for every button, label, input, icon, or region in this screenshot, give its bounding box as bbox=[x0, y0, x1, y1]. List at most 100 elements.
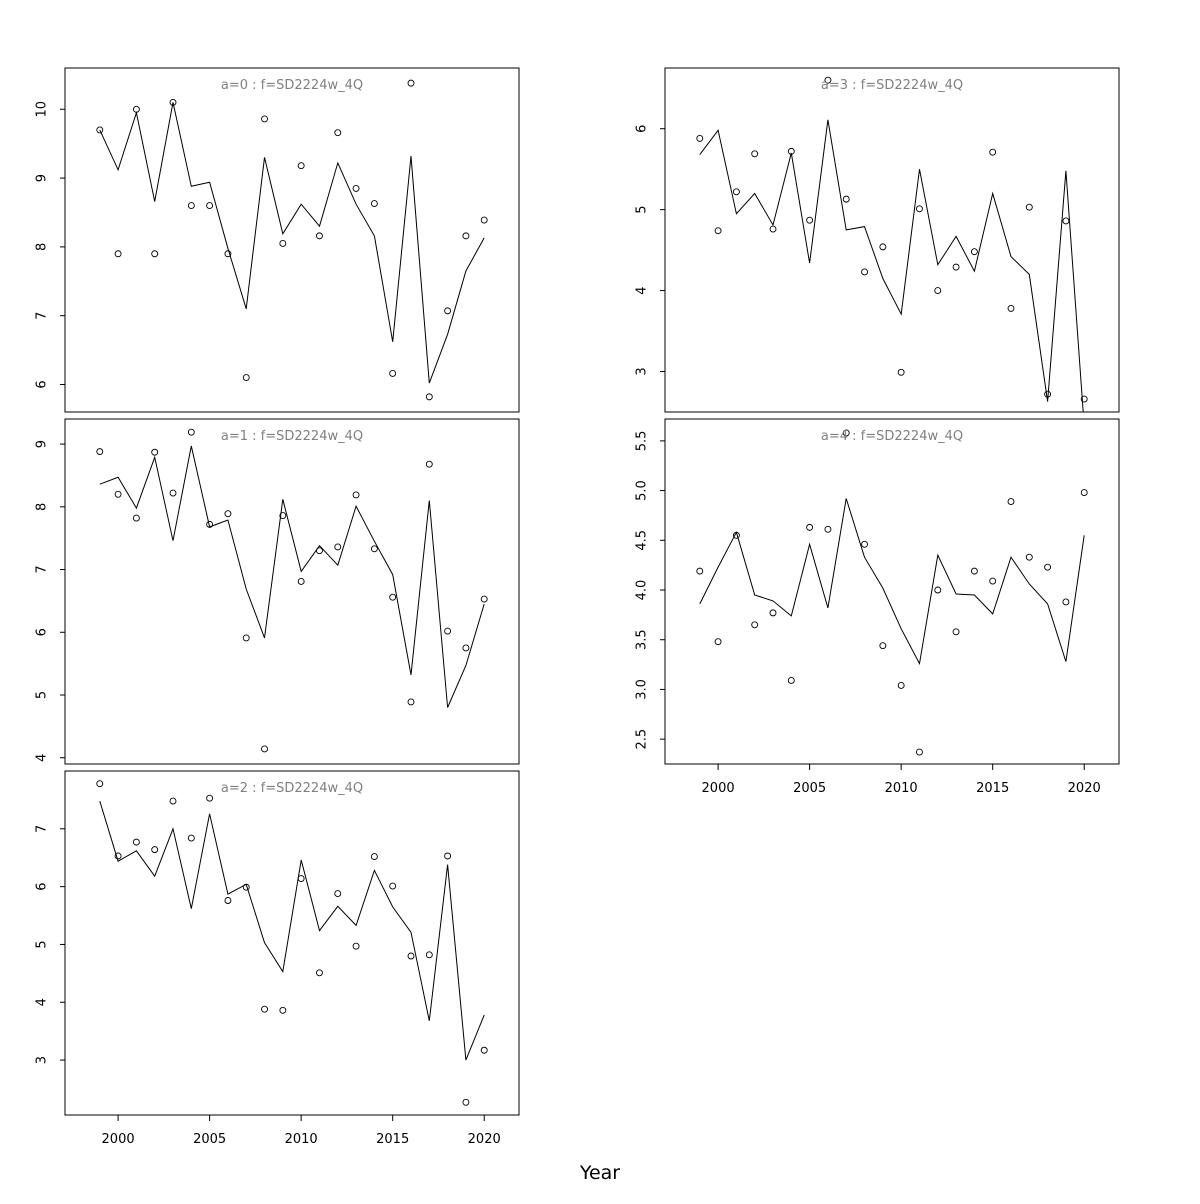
x-tick-label: 2010 bbox=[285, 1132, 318, 1147]
data-point bbox=[261, 115, 268, 123]
data-point bbox=[1025, 203, 1033, 211]
y-tick-label: 5 bbox=[635, 206, 650, 214]
data-point bbox=[151, 250, 159, 258]
panel-title: a=1 : f=SD2224w_4Q bbox=[221, 429, 363, 444]
y-tick-label: 9 bbox=[35, 174, 50, 182]
data-point bbox=[389, 593, 397, 601]
data-point bbox=[989, 577, 997, 585]
panel-title: a=4 : f=SD2224w_4Q bbox=[821, 429, 963, 444]
data-point bbox=[806, 216, 814, 224]
series-line bbox=[99, 445, 485, 708]
y-tick-label: 6 bbox=[635, 125, 650, 133]
panel-frame bbox=[664, 418, 1120, 765]
data-point bbox=[151, 448, 159, 456]
y-tick-label: 3 bbox=[35, 1056, 50, 1064]
data-point bbox=[297, 578, 305, 585]
data-point bbox=[1062, 217, 1070, 225]
y-tick-label: 5 bbox=[35, 691, 50, 699]
data-point bbox=[824, 525, 832, 533]
data-point bbox=[696, 134, 704, 142]
data-point bbox=[444, 627, 452, 635]
data-point bbox=[769, 609, 777, 617]
data-point bbox=[1062, 598, 1070, 606]
data-point bbox=[169, 489, 177, 497]
data-point bbox=[787, 147, 795, 155]
data-point bbox=[132, 838, 140, 846]
data-point bbox=[696, 567, 704, 575]
data-point bbox=[316, 232, 323, 240]
data-point bbox=[187, 202, 195, 210]
y-tick-label: 7 bbox=[35, 825, 50, 833]
data-point bbox=[806, 523, 814, 531]
data-point bbox=[861, 540, 868, 548]
data-point bbox=[261, 745, 268, 753]
data-point bbox=[279, 1006, 287, 1014]
data-point bbox=[824, 76, 832, 84]
data-point bbox=[407, 79, 415, 87]
data-point bbox=[480, 1046, 488, 1054]
data-point bbox=[861, 268, 868, 276]
data-point bbox=[842, 429, 850, 437]
panel-data bbox=[696, 76, 1088, 412]
data-point bbox=[114, 490, 122, 498]
panel-data bbox=[696, 429, 1088, 756]
y-tick-label: 4.5 bbox=[635, 530, 650, 551]
data-point bbox=[1044, 390, 1052, 398]
data-point bbox=[751, 150, 759, 158]
data-point bbox=[480, 595, 488, 603]
data-point bbox=[96, 448, 104, 456]
y-tick-label: 8 bbox=[35, 503, 50, 511]
data-point bbox=[425, 460, 433, 468]
data-point bbox=[242, 374, 250, 382]
y-tick-label: 3.0 bbox=[635, 679, 650, 700]
x-tick-label: 2020 bbox=[1068, 781, 1101, 796]
data-point bbox=[370, 853, 378, 861]
data-point bbox=[952, 628, 960, 636]
panel-frame bbox=[64, 67, 520, 413]
data-point bbox=[952, 263, 960, 271]
data-point bbox=[425, 951, 433, 959]
series-line bbox=[699, 119, 1084, 412]
data-point bbox=[934, 287, 942, 295]
data-point bbox=[970, 248, 978, 256]
x-axis-label: Year bbox=[579, 1162, 620, 1184]
data-point bbox=[407, 952, 415, 960]
panel-2: a=2 : f=SD2224w_4Q 3 4 5 6 7 2000 2005 2010 2015 2… bbox=[35, 770, 520, 1147]
data-point bbox=[297, 162, 305, 170]
data-point bbox=[370, 200, 378, 207]
panel-data bbox=[96, 79, 488, 401]
y-tick-label: 5 bbox=[35, 940, 50, 948]
data-point bbox=[934, 586, 942, 594]
y-tick-label: 4 bbox=[35, 754, 50, 762]
data-point bbox=[970, 567, 978, 575]
data-point bbox=[242, 883, 250, 891]
data-point bbox=[206, 520, 214, 528]
data-point bbox=[96, 780, 104, 788]
panel-data bbox=[96, 428, 488, 753]
data-point bbox=[96, 126, 104, 134]
panel-3: a=3 : f=SD2224w_4Q 3 4 5 6 bbox=[635, 67, 1120, 413]
data-point bbox=[169, 797, 177, 805]
panel-0: a=0 : f=SD2224w_4Q 6 7 8 9 10 bbox=[35, 67, 520, 413]
y-tick-label: 6 bbox=[35, 882, 50, 890]
data-point bbox=[751, 621, 759, 629]
data-point bbox=[242, 634, 250, 642]
data-point bbox=[714, 227, 722, 235]
data-point bbox=[352, 942, 360, 950]
data-point bbox=[1044, 563, 1052, 571]
data-point bbox=[114, 250, 122, 258]
y-tick-label: 8 bbox=[35, 243, 50, 251]
data-point bbox=[444, 307, 452, 315]
data-point bbox=[897, 368, 905, 376]
data-point bbox=[334, 543, 342, 551]
x-tick-label: 2005 bbox=[193, 1132, 226, 1147]
data-point bbox=[187, 834, 195, 842]
data-point bbox=[389, 882, 397, 890]
data-point bbox=[279, 239, 287, 247]
x-tick-label: 2000 bbox=[702, 781, 735, 796]
data-point bbox=[316, 547, 323, 555]
data-point bbox=[732, 531, 740, 539]
x-tick-label: 2015 bbox=[976, 781, 1009, 796]
